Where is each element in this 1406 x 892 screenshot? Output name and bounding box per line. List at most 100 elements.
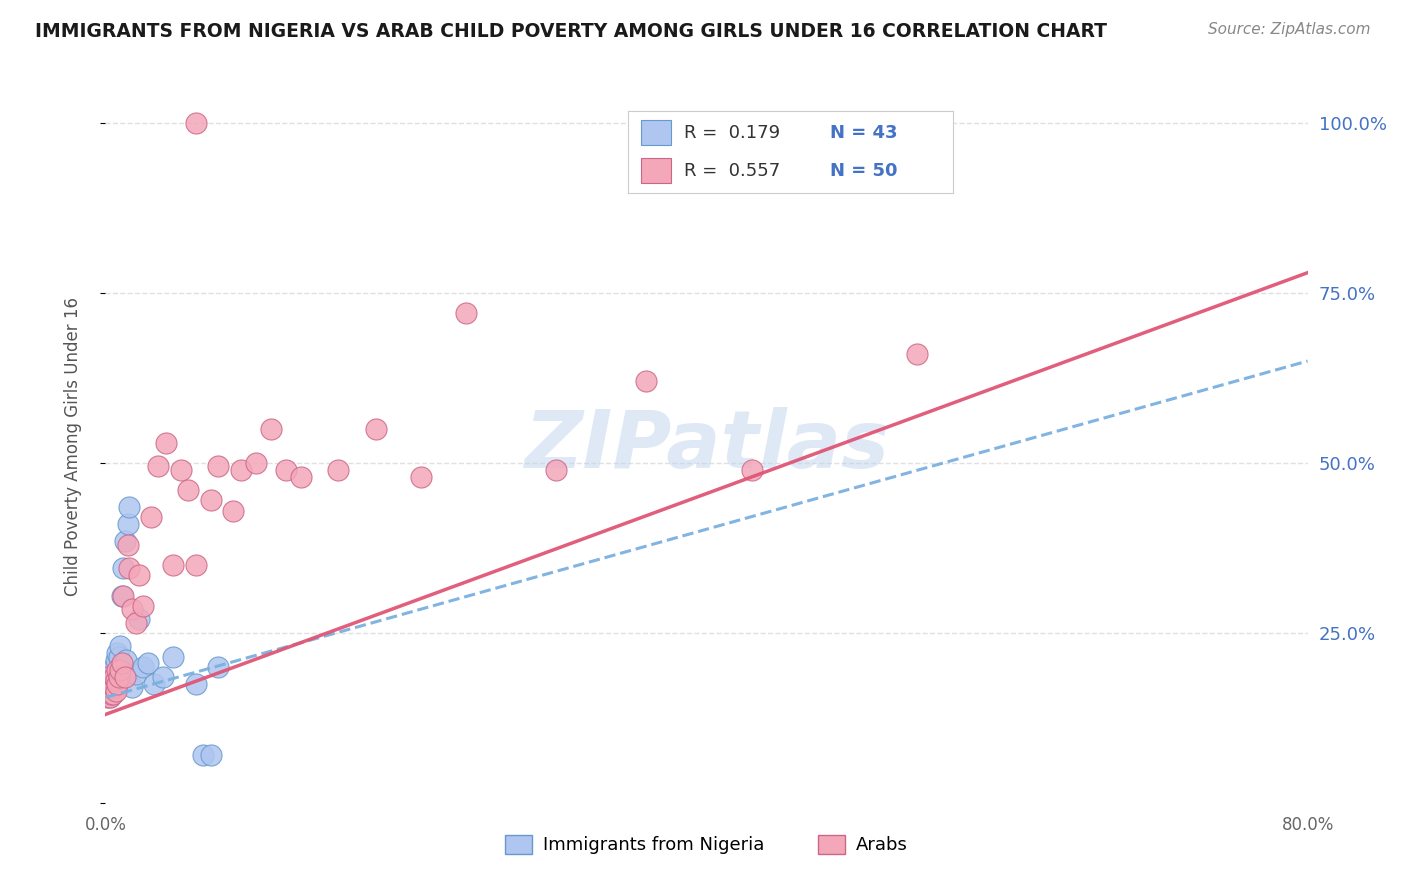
Point xyxy=(103,680,125,694)
Point xyxy=(184,677,207,691)
Point xyxy=(101,663,124,677)
Point xyxy=(200,748,222,763)
Legend: Immigrants from Nigeria, Arabs: Immigrants from Nigeria, Arabs xyxy=(498,828,915,862)
Point xyxy=(328,463,350,477)
Point xyxy=(114,534,136,549)
Point xyxy=(103,660,125,674)
Point xyxy=(409,469,432,483)
Point xyxy=(96,690,118,705)
Point xyxy=(115,653,138,667)
Text: R =  0.557: R = 0.557 xyxy=(683,161,780,179)
Text: N = 43: N = 43 xyxy=(830,124,897,142)
Point xyxy=(136,657,159,671)
Point xyxy=(245,456,267,470)
Point xyxy=(98,683,121,698)
Point xyxy=(110,660,132,674)
Point xyxy=(101,677,124,691)
Text: R =  0.179: R = 0.179 xyxy=(683,124,780,142)
Point xyxy=(97,683,120,698)
Point xyxy=(112,561,135,575)
Point xyxy=(132,660,155,674)
Point xyxy=(108,649,131,664)
Point xyxy=(207,459,229,474)
Point xyxy=(98,680,121,694)
Point xyxy=(121,602,143,616)
Point xyxy=(124,615,146,630)
Point xyxy=(142,677,165,691)
Text: IMMIGRANTS FROM NIGERIA VS ARAB CHILD POVERTY AMONG GIRLS UNDER 16 CORRELATION C: IMMIGRANTS FROM NIGERIA VS ARAB CHILD PO… xyxy=(35,22,1107,41)
Point xyxy=(98,690,121,705)
Point xyxy=(108,666,131,681)
Point xyxy=(546,463,568,477)
Text: N = 50: N = 50 xyxy=(830,161,897,179)
Y-axis label: Child Poverty Among Girls Under 16: Child Poverty Among Girls Under 16 xyxy=(63,296,82,596)
Point xyxy=(104,677,127,691)
Point xyxy=(117,517,139,532)
Point xyxy=(98,670,121,684)
Point xyxy=(101,673,124,688)
Point xyxy=(274,463,297,477)
Point xyxy=(290,469,312,483)
Point xyxy=(103,677,125,691)
Point xyxy=(111,589,134,603)
Point xyxy=(114,670,136,684)
Point xyxy=(169,463,191,477)
Point xyxy=(112,589,135,603)
Point xyxy=(108,670,131,684)
Point xyxy=(111,657,134,671)
Point xyxy=(100,687,122,701)
Point xyxy=(118,561,141,575)
Point xyxy=(104,653,127,667)
Point xyxy=(110,663,132,677)
Point xyxy=(636,375,658,389)
Point xyxy=(96,677,118,691)
Point xyxy=(177,483,200,498)
Point xyxy=(229,463,252,477)
Point xyxy=(191,748,214,763)
Point xyxy=(128,568,150,582)
Point xyxy=(107,670,129,684)
Point xyxy=(96,670,118,684)
Point xyxy=(110,640,132,654)
Point xyxy=(139,510,162,524)
Point xyxy=(117,537,139,551)
Point xyxy=(454,306,477,320)
Text: ZIPatlas: ZIPatlas xyxy=(524,407,889,485)
Point xyxy=(100,677,122,691)
Point xyxy=(107,663,129,677)
Point xyxy=(107,677,129,691)
Point xyxy=(104,673,127,688)
Point xyxy=(97,670,120,684)
Point xyxy=(128,612,150,626)
Point xyxy=(98,690,121,705)
Point xyxy=(155,435,177,450)
Point xyxy=(184,558,207,572)
Point xyxy=(103,670,125,684)
Point xyxy=(101,680,124,694)
Point xyxy=(184,116,207,130)
Point xyxy=(107,646,129,660)
Point xyxy=(97,680,120,694)
Point xyxy=(364,422,387,436)
Point xyxy=(100,683,122,698)
Point xyxy=(260,422,283,436)
Bar xyxy=(641,120,671,145)
Bar xyxy=(641,158,671,183)
Text: Source: ZipAtlas.com: Source: ZipAtlas.com xyxy=(1208,22,1371,37)
Point xyxy=(152,670,174,684)
Point xyxy=(741,463,763,477)
Point xyxy=(162,649,184,664)
Point xyxy=(905,347,928,361)
Point xyxy=(97,687,120,701)
Point xyxy=(118,500,141,515)
Point xyxy=(103,670,125,684)
Point xyxy=(124,666,146,681)
Point xyxy=(100,677,122,691)
Point xyxy=(222,503,245,517)
Point xyxy=(132,599,155,613)
Point xyxy=(200,493,222,508)
Point xyxy=(97,673,120,688)
Point xyxy=(121,680,143,694)
Point xyxy=(162,558,184,572)
Point xyxy=(207,660,229,674)
